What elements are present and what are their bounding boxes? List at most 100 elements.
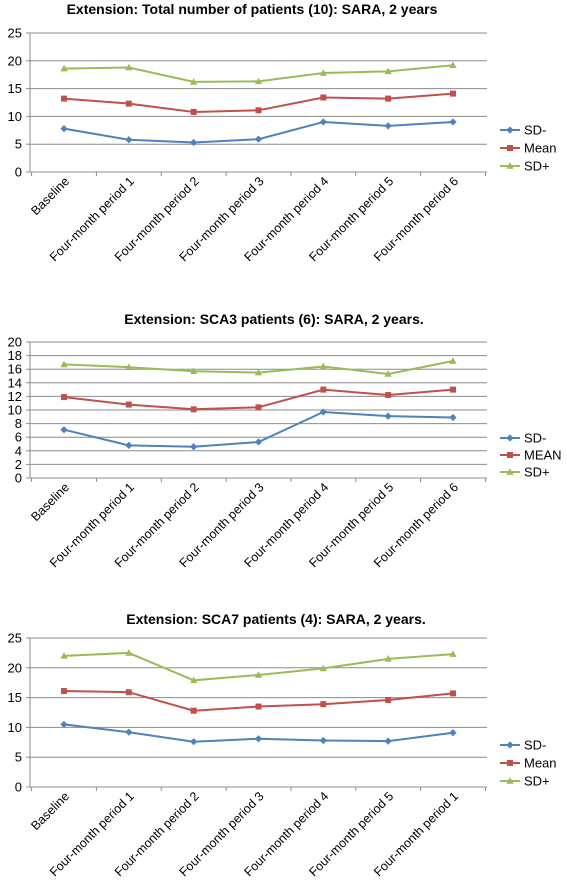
- chart-sca7-patients: Extension: SCA7 patients (4): SARA, 2 ye…: [8, 611, 557, 879]
- legend-item: Mean: [500, 756, 557, 771]
- data-point: [125, 363, 133, 370]
- data-point: [61, 95, 67, 102]
- legend-label: SD-: [524, 123, 546, 138]
- data-point: [190, 676, 198, 684]
- x-tick-label: Baseline: [28, 174, 72, 218]
- legend-marker: [507, 145, 513, 151]
- data-point: [125, 689, 132, 696]
- x-tick-label: Baseline: [28, 789, 72, 833]
- data-point: [61, 688, 67, 695]
- y-tick-label: 10: [8, 720, 22, 735]
- data-point: [384, 122, 392, 130]
- data-point: [60, 360, 68, 368]
- data-point: [60, 652, 68, 659]
- legend-marker: [507, 760, 513, 766]
- data-point: [319, 118, 327, 126]
- data-point: [254, 135, 263, 143]
- legend-marker: [506, 126, 514, 134]
- data-point: [319, 69, 327, 76]
- data-point: [255, 404, 262, 411]
- data-point: [254, 368, 263, 376]
- series-sd-: [60, 408, 457, 451]
- legend-label: SD+: [524, 159, 550, 174]
- data-point: [61, 394, 67, 401]
- legend-label: SD-: [524, 738, 546, 753]
- legend-label: SD-: [524, 431, 546, 446]
- data-point: [320, 701, 327, 708]
- data-point: [319, 664, 327, 672]
- legend-item: SD+: [500, 159, 550, 174]
- legend-label: Mean: [524, 756, 557, 771]
- y-tick-label: 12: [8, 389, 22, 404]
- legend-marker: [506, 162, 514, 169]
- data-point: [254, 438, 263, 446]
- data-point: [449, 650, 457, 657]
- data-point: [320, 386, 327, 393]
- series-mean: [61, 90, 456, 115]
- series-sd-: [60, 720, 457, 746]
- y-tick-label: 14: [8, 375, 22, 390]
- y-tick-label: 2: [15, 457, 22, 472]
- data-point: [319, 362, 327, 370]
- data-point: [125, 649, 133, 656]
- y-tick-label: 0: [15, 780, 22, 795]
- y-tick-label: 5: [15, 750, 22, 765]
- series-mean: [61, 688, 456, 714]
- data-point: [255, 107, 262, 114]
- legend-item: SD-: [500, 431, 546, 446]
- chart-title: Extension: SCA7 patients (4): SARA, 2 ye…: [126, 611, 426, 627]
- data-point: [190, 443, 198, 451]
- data-point: [384, 655, 392, 662]
- data-point: [254, 671, 263, 678]
- series-sd+: [60, 649, 457, 684]
- legend-label: SD+: [524, 465, 550, 480]
- data-point: [385, 696, 392, 703]
- y-tick-label: 10: [8, 403, 22, 418]
- x-tick-label: Baseline: [28, 480, 72, 524]
- data-point: [449, 413, 457, 422]
- data-point: [190, 406, 197, 413]
- chart-total-patients: Extension: Total number of patients (10)…: [8, 1, 557, 264]
- legend-label: MEAN: [524, 448, 562, 463]
- data-point: [449, 357, 457, 364]
- series-sd-: [60, 118, 457, 147]
- chart-title: Extension: Total number of patients (10)…: [67, 1, 438, 17]
- data-point: [385, 392, 392, 399]
- legend-label: SD+: [524, 774, 550, 789]
- series-sd+: [60, 61, 457, 85]
- y-tick-label: 0: [15, 165, 22, 180]
- data-point: [190, 138, 198, 147]
- data-point: [190, 78, 198, 85]
- data-point: [60, 125, 68, 133]
- y-tick-label: 5: [15, 137, 22, 152]
- data-point: [190, 108, 197, 115]
- data-point: [125, 728, 133, 736]
- data-point: [190, 707, 197, 714]
- data-point: [385, 95, 392, 102]
- legend-marker: [506, 777, 514, 784]
- data-point: [190, 367, 198, 375]
- legend-item: MEAN: [500, 448, 562, 463]
- data-point: [449, 61, 457, 69]
- y-tick-label: 4: [15, 443, 22, 458]
- data-point: [384, 412, 392, 420]
- legend-item: SD+: [500, 774, 550, 789]
- data-point: [450, 690, 456, 697]
- y-tick-label: 20: [8, 53, 22, 68]
- data-point: [450, 90, 456, 97]
- data-point: [255, 703, 262, 710]
- y-tick-label: 20: [8, 335, 22, 350]
- data-point: [125, 136, 133, 144]
- y-tick-label: 15: [8, 690, 22, 705]
- chart-sca3-patients: Extension: SCA3 patients (6): SARA, 2 ye…: [8, 311, 562, 570]
- data-point: [384, 737, 392, 745]
- y-tick-label: 18: [8, 348, 22, 363]
- legend-item: SD-: [500, 738, 546, 753]
- data-point: [60, 426, 68, 434]
- legend-marker: [506, 741, 514, 749]
- data-point: [319, 736, 327, 745]
- data-point: [449, 729, 457, 737]
- data-point: [125, 401, 132, 408]
- y-tick-label: 16: [8, 362, 22, 377]
- data-point: [384, 67, 392, 75]
